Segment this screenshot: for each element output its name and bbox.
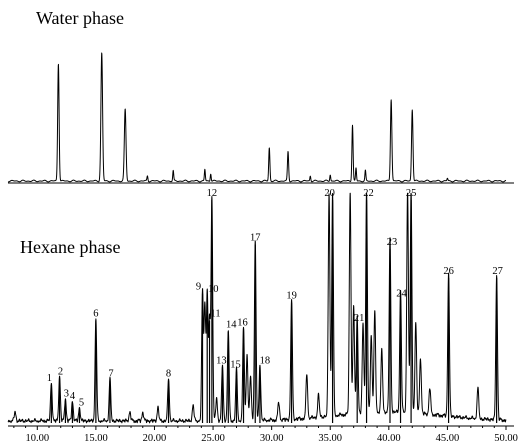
peak-label-27: 27: [492, 266, 503, 277]
peak-label-26: 26: [443, 266, 454, 277]
peak-label-9: 9: [196, 282, 201, 293]
peak-label-19: 19: [286, 291, 297, 302]
peak-label-22: 22: [363, 188, 374, 199]
peak-label-17: 17: [250, 233, 261, 244]
peak-label-7: 7: [108, 369, 113, 380]
peak-label-18: 18: [260, 355, 271, 366]
water-phase-trace: [7, 52, 507, 183]
peak-label-11: 11: [210, 308, 220, 319]
peak-label-8: 8: [166, 369, 171, 380]
peak-label-2: 2: [58, 366, 63, 377]
hexane-phase-chromatogram: [7, 192, 507, 424]
peak-label-4: 4: [70, 391, 76, 402]
peak-label-24: 24: [396, 288, 407, 299]
water-phase-title: Water phase: [36, 8, 124, 28]
peak-label-25: 25: [406, 188, 417, 199]
peak-label-3: 3: [64, 389, 69, 400]
hexane-phase-title: Hexane phase: [20, 237, 120, 257]
x-tick-label: 15.00: [84, 433, 108, 443]
x-tick-label: 45.00: [436, 433, 460, 443]
x-tick-label: 40.00: [377, 433, 401, 443]
x-tick-label: 25.00: [201, 433, 225, 443]
peak-label-13: 13: [216, 355, 227, 366]
peak-label-21: 21: [354, 313, 365, 324]
x-tick-label: 20.00: [143, 433, 167, 443]
peak-label-5: 5: [79, 398, 84, 409]
hexane-phase-trace: [7, 192, 507, 424]
peak-label-12: 12: [207, 188, 218, 199]
peak-label-10: 10: [208, 284, 219, 295]
peak-label-23: 23: [387, 237, 398, 248]
x-tick-label: 30.00: [260, 433, 284, 443]
peak-label-16: 16: [237, 317, 248, 328]
x-tick-label: 35.00: [318, 433, 342, 443]
peak-label-20: 20: [324, 188, 335, 199]
x-tick-label: 10.00: [25, 433, 49, 443]
water-phase-chromatogram: [7, 52, 514, 184]
x-tick-label: 50.00: [494, 433, 518, 443]
peak-label-6: 6: [93, 308, 98, 319]
peak-label-1: 1: [47, 373, 52, 384]
peak-label-15: 15: [230, 360, 241, 371]
peak-label-14: 14: [226, 320, 237, 331]
x-axis: 10.00 15.00 20.00 25.00 30.00 35.00 40.00 45.00…: [8, 425, 518, 443]
